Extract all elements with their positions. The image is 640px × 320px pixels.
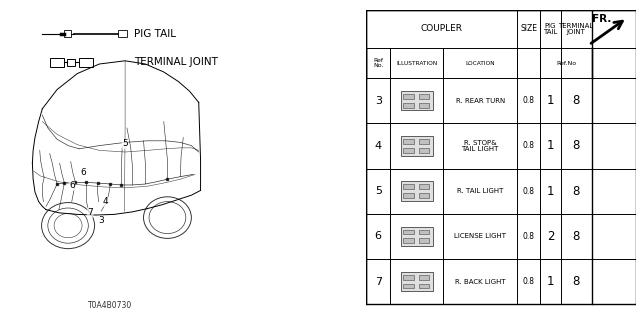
Text: 3: 3 [375, 96, 381, 106]
Text: TERMINAL
JOINT: TERMINAL JOINT [559, 23, 594, 35]
Bar [401, 136, 433, 156]
Text: R. REAR TURN: R. REAR TURN [456, 98, 505, 104]
Text: PIG TAIL: PIG TAIL [134, 28, 177, 39]
Text: 0.8: 0.8 [523, 141, 535, 150]
Text: R. BACK LIGHT: R. BACK LIGHT [455, 279, 506, 284]
Bar [403, 238, 414, 243]
Bar [67, 59, 76, 66]
Text: 1: 1 [547, 185, 554, 198]
Text: 5: 5 [375, 186, 381, 196]
Bar [419, 139, 429, 144]
Text: FR.: FR. [592, 14, 611, 24]
Text: 2: 2 [547, 230, 554, 243]
Text: COUPLER: COUPLER [420, 24, 463, 34]
Text: 3: 3 [99, 216, 104, 225]
Text: TERMINAL JOINT: TERMINAL JOINT [134, 57, 218, 68]
Text: 8: 8 [572, 140, 580, 152]
Bar [419, 148, 429, 153]
Text: LICENSE LIGHT: LICENSE LIGHT [454, 233, 506, 239]
Text: 5: 5 [122, 140, 128, 148]
Text: 0.8: 0.8 [523, 96, 535, 105]
Text: 0.8: 0.8 [523, 277, 535, 286]
Bar [79, 58, 93, 67]
Text: 6: 6 [80, 168, 86, 177]
Text: R. STOP&
TAIL LIGHT: R. STOP& TAIL LIGHT [461, 140, 499, 152]
Text: Ref
No.: Ref No. [373, 58, 383, 68]
Text: ILLUSTRATION: ILLUSTRATION [396, 61, 437, 66]
Bar [403, 275, 414, 280]
Text: 4: 4 [374, 141, 382, 151]
Bar [401, 181, 433, 201]
Bar [419, 238, 429, 243]
Text: 8: 8 [572, 230, 580, 243]
Bar [419, 193, 429, 198]
Bar [118, 30, 127, 37]
Text: 8: 8 [572, 185, 580, 198]
Bar [419, 229, 429, 234]
Bar [403, 139, 414, 144]
Bar [50, 58, 63, 67]
Text: 1: 1 [547, 275, 554, 288]
Text: LOCATION: LOCATION [465, 61, 495, 66]
Text: R. TAIL LIGHT: R. TAIL LIGHT [457, 188, 504, 194]
Bar [65, 30, 71, 37]
Text: SIZE: SIZE [520, 24, 538, 34]
Bar [403, 148, 414, 153]
Bar [419, 275, 429, 280]
Text: PIG
TAIL: PIG TAIL [543, 23, 557, 35]
Text: 6: 6 [375, 231, 381, 241]
Text: 0.8: 0.8 [523, 187, 535, 196]
Bar [419, 284, 429, 288]
Bar [419, 184, 429, 189]
Bar [419, 94, 429, 99]
Text: 8: 8 [572, 94, 580, 107]
Text: 1: 1 [547, 140, 554, 152]
Text: 7: 7 [374, 276, 382, 287]
Text: 4: 4 [102, 197, 108, 206]
Bar [401, 91, 433, 110]
Text: 0.8: 0.8 [523, 232, 535, 241]
Bar [401, 227, 433, 246]
Bar [403, 184, 414, 189]
Bar [403, 229, 414, 234]
Text: 8: 8 [572, 275, 580, 288]
Text: 1: 1 [547, 94, 554, 107]
Bar [403, 103, 414, 108]
Bar [401, 272, 433, 291]
Text: T0A4B0730: T0A4B0730 [88, 301, 132, 310]
Text: 7: 7 [87, 208, 93, 217]
Text: 6: 6 [69, 181, 75, 190]
Text: Ref.No: Ref.No [556, 61, 576, 66]
Bar [403, 284, 414, 288]
Bar [403, 193, 414, 198]
Bar [403, 94, 414, 99]
Bar [419, 103, 429, 108]
